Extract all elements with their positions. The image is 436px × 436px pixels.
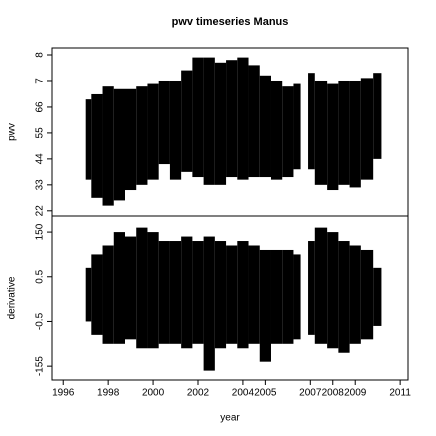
x-axis-label: year xyxy=(220,413,240,424)
data-range xyxy=(373,73,382,159)
data-range xyxy=(308,73,315,170)
data-range xyxy=(91,254,103,335)
y-tick-label: 33 xyxy=(35,179,46,191)
data-range xyxy=(214,62,227,185)
data-range xyxy=(136,227,148,349)
data-range xyxy=(237,241,249,349)
data-range xyxy=(282,86,294,178)
data-range xyxy=(147,83,159,180)
data-range xyxy=(360,78,374,180)
y-tick-label: 66 xyxy=(35,101,46,113)
data-range xyxy=(226,60,238,178)
data-range xyxy=(169,80,182,180)
y-tick-label: -155 xyxy=(35,356,46,376)
data-range xyxy=(349,245,361,344)
x-tick-label: 2005 xyxy=(254,388,277,399)
data-range xyxy=(147,232,159,349)
x-tick-label: 2008 xyxy=(322,388,345,399)
y-tick-label: 8 xyxy=(35,52,46,58)
data-range xyxy=(338,241,350,353)
data-range xyxy=(270,249,283,344)
y-tick-label: 22 xyxy=(35,205,46,217)
x-tick-label: 2004 xyxy=(232,388,255,399)
x-tick-label: 2007 xyxy=(299,388,322,399)
data-range xyxy=(85,99,92,180)
data-range xyxy=(102,245,114,344)
y-tick-label: 0.5 xyxy=(35,269,46,283)
data-range xyxy=(282,249,294,344)
y-tick-label: 7 xyxy=(35,78,46,84)
data-range xyxy=(237,57,249,180)
y-tick-label: -0.5 xyxy=(35,312,46,330)
x-tick-label: 1996 xyxy=(52,388,75,399)
data-range xyxy=(308,241,315,335)
chart-title: pwv timeseries Manus xyxy=(172,16,289,28)
x-tick-label: 2011 xyxy=(389,388,411,399)
data-range xyxy=(124,88,137,191)
data-range xyxy=(192,57,204,178)
data-range xyxy=(113,88,125,201)
data-range xyxy=(248,245,260,344)
data-range xyxy=(314,80,328,185)
data-range xyxy=(181,70,193,172)
data-range xyxy=(158,80,170,165)
data-range xyxy=(293,254,301,340)
data-range xyxy=(113,232,125,344)
data-range xyxy=(214,241,227,349)
data-range xyxy=(226,245,238,344)
data-range xyxy=(124,236,137,340)
data-range xyxy=(91,93,103,198)
y-axis-label: pwv xyxy=(7,123,18,141)
data-range xyxy=(203,57,215,185)
data-range xyxy=(136,86,148,185)
data-range xyxy=(349,80,361,188)
data-range xyxy=(181,236,193,349)
y-tick-label: 55 xyxy=(35,127,46,139)
x-tick-label: 2009 xyxy=(344,388,367,399)
data-range xyxy=(314,227,328,344)
data-range xyxy=(85,267,92,322)
data-range xyxy=(102,86,114,206)
data-range xyxy=(203,236,215,371)
data-range xyxy=(259,75,271,178)
data-range xyxy=(360,249,374,340)
data-range xyxy=(158,241,170,344)
data-range xyxy=(338,80,350,185)
y-axis-label: derivative xyxy=(7,276,18,319)
data-range xyxy=(293,83,301,170)
data-range xyxy=(327,83,339,191)
x-tick-label: 2002 xyxy=(187,388,210,399)
panel-frame xyxy=(51,215,409,381)
data-range xyxy=(192,241,204,344)
data-range xyxy=(169,241,182,344)
data-range xyxy=(248,65,260,178)
data-range xyxy=(270,80,283,180)
data-range xyxy=(327,232,339,349)
data-range xyxy=(259,249,271,362)
x-tick-label: 2000 xyxy=(142,388,165,399)
y-tick-label: 150 xyxy=(35,223,46,240)
y-tick-label: 44 xyxy=(35,153,46,165)
data-range xyxy=(373,267,382,326)
x-tick-label: 1998 xyxy=(97,388,120,399)
